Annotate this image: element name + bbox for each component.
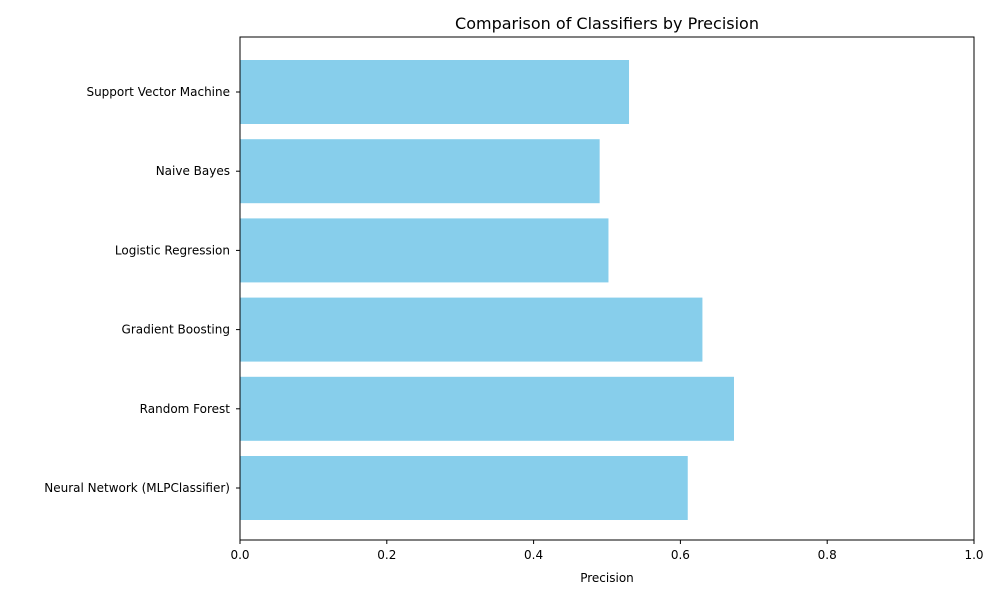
x-tick-label: 0.4 xyxy=(524,548,543,562)
bar xyxy=(240,376,734,441)
bar xyxy=(240,297,703,362)
bars-group xyxy=(240,60,734,520)
y-tick-label: Logistic Regression xyxy=(115,243,230,257)
x-tick-label: 0.0 xyxy=(230,548,249,562)
x-tick-label: 0.2 xyxy=(377,548,396,562)
bar xyxy=(240,60,630,124)
chart-title: Comparison of Classifiers by Precision xyxy=(455,14,759,33)
y-tick-label: Gradient Boosting xyxy=(122,323,230,337)
bar xyxy=(240,139,600,204)
bar xyxy=(240,456,688,520)
x-axis-ticks: 0.0 0.2 0.4 0.6 0.8 1.0 xyxy=(230,540,984,562)
plot-frame xyxy=(239,36,975,541)
x-tick-label: 1.0 xyxy=(964,548,983,562)
y-tick-label: Naive Bayes xyxy=(156,164,230,178)
y-tick-label: Random Forest xyxy=(140,402,231,416)
bar xyxy=(240,218,609,283)
x-tick-label: 0.6 xyxy=(671,548,690,562)
y-tick-label: Neural Network (MLPClassifier) xyxy=(44,481,230,495)
x-axis-label: Precision xyxy=(580,571,634,585)
y-axis-ticks: Support Vector Machine Naive Bayes Logisti… xyxy=(44,85,240,495)
y-tick-label: Support Vector Machine xyxy=(86,85,230,99)
x-tick-label: 0.8 xyxy=(818,548,837,562)
